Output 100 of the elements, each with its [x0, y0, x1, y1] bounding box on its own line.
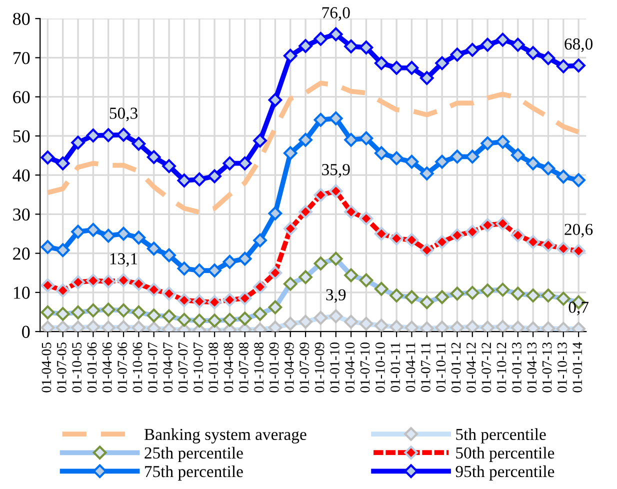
point	[146, 282, 161, 297]
y-tick-label: 70	[14, 52, 30, 64]
point	[480, 38, 494, 52]
point	[328, 27, 343, 42]
y-tick-label: 50	[13, 130, 30, 142]
point	[344, 204, 358, 219]
x-tick-label: 01-04-06	[102, 342, 112, 392]
x-tick-label: 01-07-12	[482, 342, 492, 392]
legend-label: 95th percentile	[456, 465, 554, 481]
point	[435, 56, 449, 70]
point	[40, 278, 55, 292]
x-tick-label: 01-04-05	[42, 342, 52, 392]
point	[328, 184, 343, 198]
point	[238, 291, 252, 306]
point	[390, 60, 404, 75]
point	[480, 320, 494, 332]
x-tick-label: 01-10-13	[558, 342, 567, 392]
x-tick-label: 01-07-13	[542, 342, 552, 392]
annotation: 20,6	[564, 224, 593, 238]
point	[374, 146, 388, 160]
point	[56, 156, 70, 170]
x-tick-label: 01-10-11	[436, 342, 446, 392]
point	[572, 58, 586, 72]
legend-label: 25th percentile	[144, 446, 243, 462]
y-tick-label: 20	[13, 248, 30, 260]
point	[71, 136, 85, 150]
point	[420, 71, 434, 85]
point	[420, 166, 434, 180]
x-tick-label: 01-01-14	[572, 342, 582, 392]
point	[71, 224, 85, 239]
point	[116, 128, 130, 142]
x-tick-label: 01-10-10	[375, 342, 385, 392]
x-tick-label: 01-01-12	[451, 342, 461, 392]
point	[435, 154, 449, 169]
point	[177, 174, 192, 188]
point	[238, 252, 252, 266]
point	[556, 170, 570, 184]
x-tick-label: 01-01-10	[330, 342, 340, 392]
point	[344, 39, 358, 54]
x-tick-label: 01-04-08	[224, 342, 234, 392]
point	[465, 42, 480, 57]
point	[268, 266, 282, 280]
x-tick-label: 01-10-12	[496, 342, 506, 392]
point	[510, 38, 525, 52]
point	[253, 134, 267, 148]
annotation: 3,9	[326, 289, 346, 303]
point	[253, 233, 267, 248]
point	[359, 131, 374, 146]
annotation: 13,1	[110, 253, 138, 267]
point	[328, 111, 343, 126]
x-tick-label: 01-01-06	[87, 342, 97, 392]
point	[526, 156, 540, 170]
point	[374, 56, 388, 70]
point	[116, 226, 130, 241]
point	[374, 318, 388, 332]
y-tick-label: 30	[13, 208, 30, 221]
point	[572, 173, 586, 188]
x-tick-label: 01-01-09	[269, 342, 279, 392]
point	[298, 204, 312, 219]
point	[268, 206, 282, 220]
point	[298, 132, 312, 147]
point	[404, 320, 419, 332]
point	[450, 228, 464, 242]
point	[374, 226, 388, 241]
point	[450, 320, 464, 332]
point	[101, 128, 116, 142]
point	[192, 264, 206, 278]
point	[556, 59, 570, 74]
point	[404, 233, 419, 247]
point	[132, 136, 146, 151]
y-tick-label: 10	[14, 286, 30, 299]
point	[222, 292, 237, 307]
point	[510, 228, 525, 242]
point	[132, 320, 146, 332]
point	[208, 295, 222, 310]
point	[162, 248, 176, 262]
x-tick-label: 01-01-08	[208, 342, 218, 392]
point	[253, 280, 267, 294]
x-tick-label: 01-10-06	[132, 342, 142, 392]
x-tick-label: 01-04-11	[406, 342, 416, 392]
point	[268, 93, 282, 107]
point	[314, 188, 328, 202]
point	[283, 146, 298, 160]
point	[344, 314, 358, 329]
annotation: 0,7	[568, 302, 589, 316]
point	[390, 151, 404, 166]
point	[132, 230, 146, 245]
point	[162, 159, 176, 173]
point	[526, 235, 540, 249]
point	[420, 243, 434, 258]
point	[268, 320, 282, 332]
point	[238, 156, 252, 170]
point	[101, 320, 116, 332]
point	[298, 314, 312, 329]
point	[359, 40, 374, 54]
point	[208, 169, 222, 184]
point	[314, 310, 328, 325]
x-tick-label: 01-07-05	[56, 342, 66, 392]
x-tick-label: 01-10-07	[193, 342, 203, 392]
y-tick-label: 80	[13, 12, 30, 26]
